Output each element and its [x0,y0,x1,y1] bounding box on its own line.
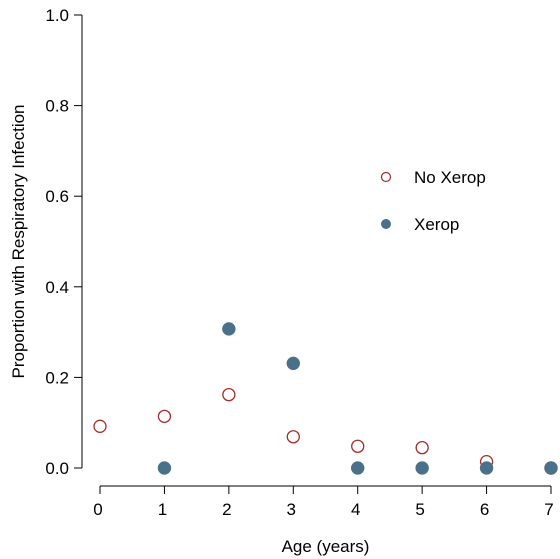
y-tick-label: 0.4 [45,278,69,297]
data-point-no-xerop [93,419,107,433]
data-point-no-xerop [415,440,429,455]
data-point-xerop [415,461,429,475]
data-point-xerop [350,461,365,475]
x-tick-label: 7 [544,500,553,519]
y-tick-label: 0.6 [45,187,69,206]
legend: No Xerop Xerop [380,168,486,234]
y-tick-label: 0.0 [45,459,69,478]
legend-item-no-xerop: No Xerop [380,168,486,187]
x-tick-label: 4 [351,500,360,519]
y-tick-label: 0.2 [45,368,69,387]
legend-label-no-xerop: No Xerop [414,168,486,187]
x-tick-label: 5 [415,500,424,519]
x-tick-label: 3 [287,500,296,519]
y-tick-label: 1.0 [45,6,69,25]
y-axis-label: Proportion with Respiratory Infection [9,104,28,378]
x-ticks: 0 1 2 3 4 5 6 7 [93,486,554,519]
data-point-xerop [479,461,494,475]
x-tick-label: 1 [158,500,167,519]
legend-item-xerop: Xerop [381,215,459,234]
x-axis-label: Age (years) [282,537,370,556]
data-point-xerop [286,356,301,371]
axes [81,15,551,487]
data-point-xerop [222,322,236,336]
y-ticks: 0.0 0.2 0.4 0.6 0.8 1.0 [45,6,82,478]
legend-marker-xerop [381,219,391,229]
data-point-xerop [157,461,172,475]
data-point-no-xerop [222,387,236,402]
x-tick-label: 2 [222,500,231,519]
data-points [93,322,558,475]
data-point-no-xerop [286,430,300,444]
x-tick-label: 6 [480,500,489,519]
data-point-xerop [544,461,558,475]
data-point-no-xerop [351,439,365,453]
y-tick-label: 0.8 [45,97,69,116]
x-tick-label: 0 [93,500,102,519]
data-point-no-xerop [157,409,172,424]
legend-marker-no-xerop [380,171,392,183]
legend-label-xerop: Xerop [414,215,459,234]
